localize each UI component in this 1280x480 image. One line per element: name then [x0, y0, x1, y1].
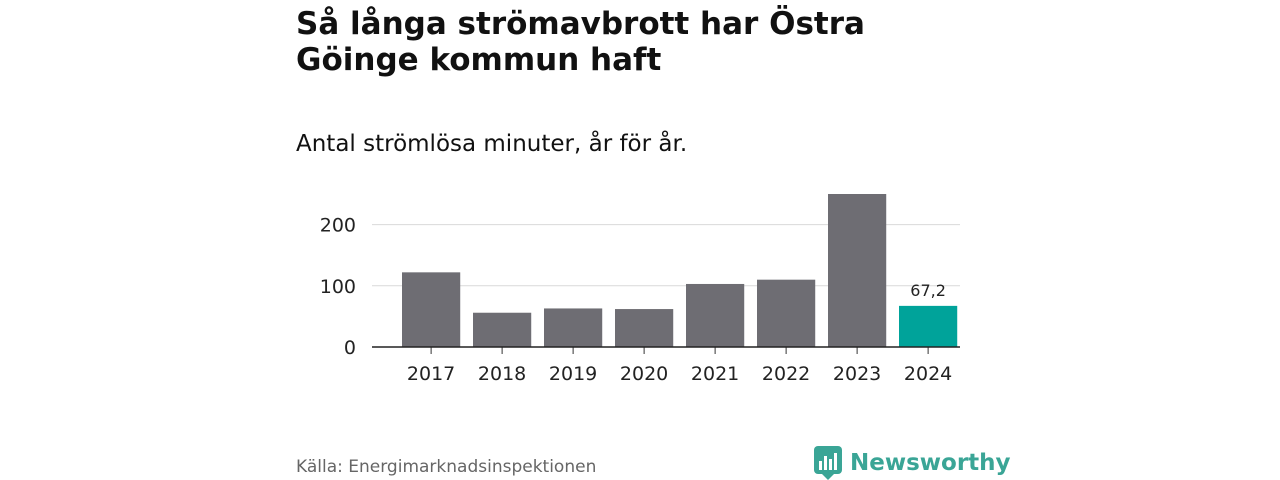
source-note: Källa: Energimarknadsinspektionen [296, 457, 597, 477]
x-tick-label: 2019 [549, 363, 597, 385]
x-tick-label: 2024 [904, 363, 952, 385]
y-tick-label: 200 [320, 215, 356, 237]
x-tick-label: 2022 [762, 363, 810, 385]
chart-container: Så långa strömavbrott har Östra Göinge k… [296, 0, 1011, 480]
y-tick-label: 0 [344, 337, 356, 359]
data-label-2024: 67,2 [910, 281, 946, 300]
brand-logo: Newsworthy [814, 446, 1011, 480]
bar-2021 [686, 283, 745, 347]
newsworthy-logo-icon [814, 446, 842, 480]
x-tick-label: 2021 [691, 363, 739, 385]
x-tick-label: 2020 [620, 363, 668, 385]
bar-2023 [828, 194, 887, 347]
x-tick-label: 2018 [478, 363, 526, 385]
bar-2018 [473, 312, 532, 347]
bar-2020 [615, 309, 674, 347]
bar-chart: 0 100 200 2017 2018 2019 2020 2021 2022 2023 2024 6… [320, 194, 960, 385]
x-tick-label: 2023 [833, 363, 881, 385]
y-tick-label: 100 [320, 276, 356, 298]
chart-title: Så långa strömavbrott har Östra Göinge k… [296, 6, 865, 78]
bar-2017 [402, 272, 461, 347]
bar-2019 [544, 308, 603, 347]
bar-2022 [757, 279, 816, 347]
x-tick-label: 2017 [407, 363, 455, 385]
brand-name: Newsworthy [850, 450, 1011, 476]
chart-subtitle: Antal strömlösa minuter, år för år. [296, 131, 688, 157]
bar-2024 [899, 305, 958, 347]
